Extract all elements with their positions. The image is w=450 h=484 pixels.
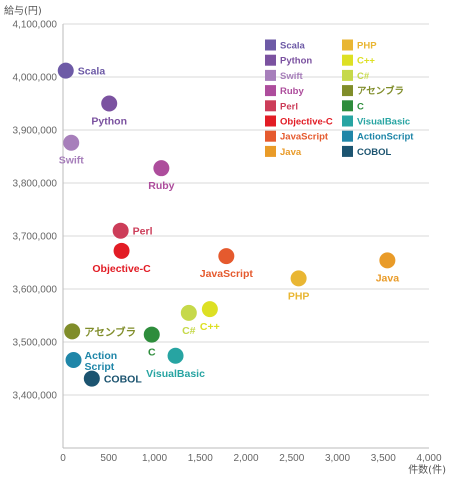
x-tick-label: 500 [100, 453, 117, 464]
y-tick-label: 3,700,000 [13, 232, 58, 243]
legend-label: Objective-C [280, 117, 333, 128]
data-label: PHP [288, 290, 310, 302]
legend-swatch [265, 85, 276, 97]
data-label: Swift [59, 155, 85, 167]
legend-label: ActionScript [357, 132, 414, 143]
y-tick-label: 3,600,000 [13, 285, 58, 296]
legend-label: C [357, 101, 364, 112]
legend-label: Perl [280, 101, 298, 112]
data-label: COBOL [104, 374, 143, 386]
legend-swatch [342, 85, 353, 97]
legend-label: Scala [280, 41, 306, 52]
legend-label: C++ [357, 56, 375, 67]
legend-swatch [342, 54, 353, 66]
data-point [64, 323, 81, 340]
legend-swatch [265, 145, 276, 157]
data-point [180, 304, 197, 321]
legend-swatch [342, 39, 353, 51]
data-label: JavaScript [200, 268, 254, 280]
legend-swatch [342, 145, 353, 157]
legend-swatch [265, 54, 276, 66]
y-tick-label: 3,800,000 [13, 179, 58, 190]
legend-label: Java [280, 147, 302, 158]
y-tick-labels: 3,400,000 3,500,000 3,600,000 3,700,000 3,80… [13, 20, 58, 402]
y-axis-title: 給与(円) [4, 4, 42, 17]
data-point [379, 252, 396, 269]
legend-label: Ruby [280, 86, 304, 97]
y-tick-label: 4,000,000 [13, 73, 58, 84]
data-point [290, 270, 307, 287]
y-tick-label: 4,100,000 [13, 20, 58, 31]
data-point [167, 347, 184, 364]
x-tick-label: 2,500 [279, 453, 304, 464]
legend-label: PHP [357, 41, 377, 52]
data-point [101, 95, 118, 112]
data-label: VisualBasic [146, 368, 205, 380]
x-tick-label: 2,000 [233, 453, 258, 464]
legend-swatch [265, 39, 276, 51]
legend-label: JavaScript [280, 132, 329, 143]
data-point [113, 242, 130, 259]
x-axis-title: 件数(件) [408, 463, 446, 476]
data-point [143, 326, 160, 343]
x-tick-label: 3,500 [371, 453, 396, 464]
data-label: Python [91, 116, 127, 128]
data-label: Scala [78, 66, 106, 78]
x-tick-label: 3,000 [325, 453, 350, 464]
x-tick-label: 1,500 [188, 453, 213, 464]
legend-label: Swift [280, 71, 304, 82]
data-point [153, 160, 170, 177]
legend-swatch [265, 69, 276, 81]
legend-swatch [265, 115, 276, 127]
data-point [218, 248, 235, 265]
data-point [65, 352, 82, 369]
data-label: Java [376, 272, 400, 284]
data-point [57, 62, 74, 79]
data-label: C# [182, 325, 196, 337]
legend-swatch [265, 130, 276, 142]
data-point [63, 134, 80, 151]
legend-label: VisualBasic [357, 117, 410, 128]
data-point [201, 301, 218, 318]
legend-swatch [265, 100, 276, 112]
x-tick-label: 0 [60, 453, 66, 464]
y-tick-label: 3,500,000 [13, 338, 58, 349]
y-tick-label: 3,400,000 [13, 391, 58, 402]
y-tick-label: 3,900,000 [13, 126, 58, 137]
legend-swatch [342, 115, 353, 127]
legend-swatch [342, 130, 353, 142]
data-label: C++ [200, 321, 220, 333]
legend-label: アセンブラ [357, 85, 404, 97]
x-tick-label: 4,000 [416, 453, 441, 464]
data-label: C [148, 347, 156, 359]
data-label: Objective-C [92, 263, 151, 275]
legend-swatch [342, 100, 353, 112]
legend-swatch [342, 69, 353, 81]
data-label: アセンブラ [84, 325, 136, 338]
data-point [112, 222, 129, 239]
x-tick-label: 1,000 [142, 453, 167, 464]
grid-lines [63, 23, 429, 396]
data-label: Action Script [85, 350, 118, 373]
legend-label: C# [357, 71, 370, 82]
data-label: Perl [133, 226, 153, 238]
data-label: Ruby [148, 180, 174, 192]
x-tick-labels: 0 500 1,000 1,500 2,000 2,500 3,000 3,500 4,000 [60, 453, 442, 464]
data-point [83, 370, 100, 387]
legend-label: COBOL [357, 147, 392, 158]
legend-label: Python [280, 56, 312, 67]
legend: Scala Python Swift Ruby Perl Objective-C JavaS… [265, 39, 414, 158]
